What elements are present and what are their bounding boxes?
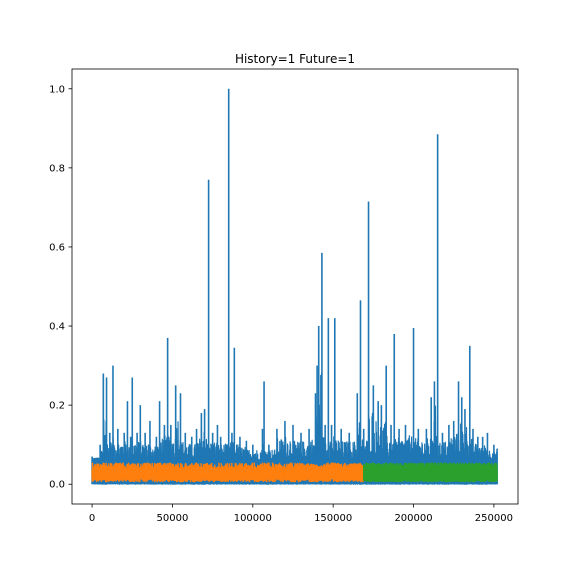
series-2-line [91, 462, 365, 483]
x-tick-label: 250000 [475, 513, 513, 524]
series-3-line [363, 462, 498, 483]
series-3-band [363, 467, 498, 479]
x-tick-label: 0 [89, 513, 95, 524]
y-tick-label: 0.2 [49, 401, 65, 412]
axes-frame [71, 68, 519, 505]
y-tick-label: 1.0 [49, 84, 65, 95]
y-tick-label: 0.8 [49, 163, 65, 174]
x-axis: 0 50000 100000 150000 200000 250000 [89, 504, 513, 524]
y-tick-label: 0.6 [49, 242, 65, 253]
y-tick-label: 0.0 [49, 480, 65, 491]
x-tick-label: 50000 [157, 513, 189, 524]
series-2-band [92, 467, 364, 479]
x-tick-label: 150000 [314, 513, 352, 524]
plot-area [91, 88, 498, 485]
chart-title: History=1 Future=1 [235, 52, 355, 66]
x-tick-label: 100000 [234, 513, 272, 524]
y-tick-label: 0.4 [49, 322, 65, 333]
y-axis: 0.0 0.2 0.4 0.6 0.8 1.0 [49, 84, 72, 491]
x-tick-label: 200000 [394, 513, 432, 524]
